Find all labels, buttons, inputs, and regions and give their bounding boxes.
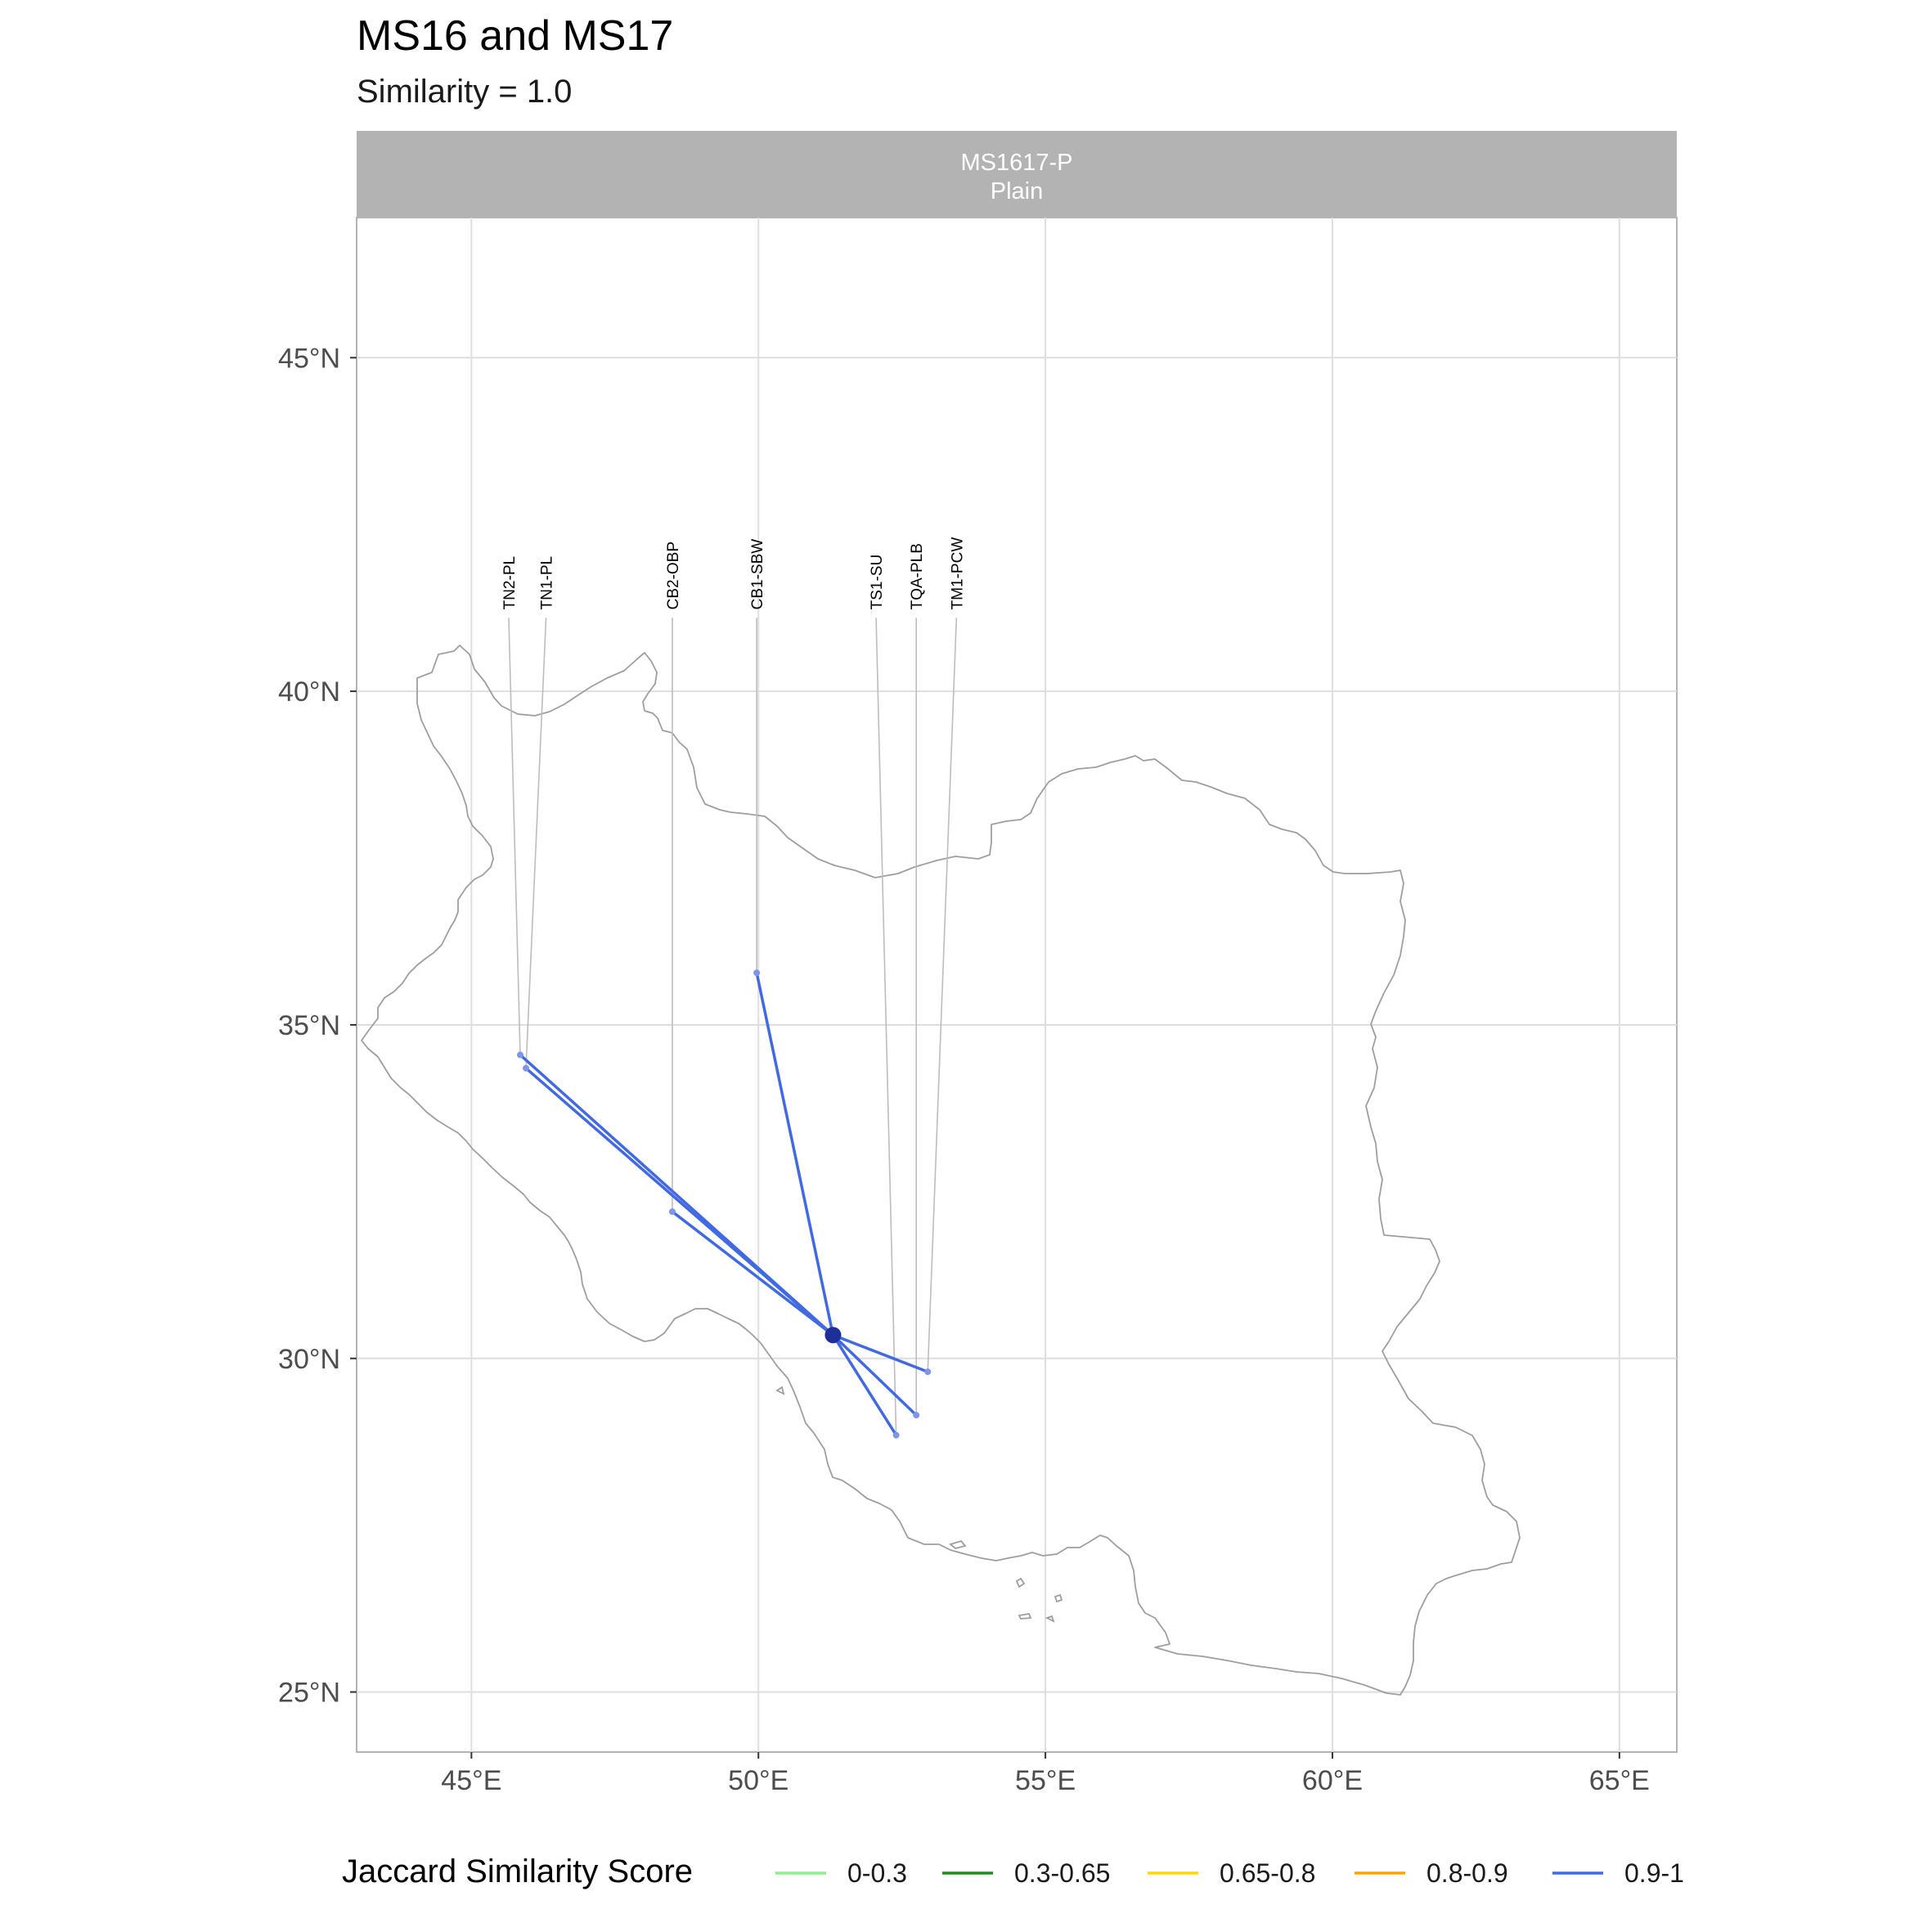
legend-label: 0-0.3 xyxy=(847,1858,907,1888)
site-point xyxy=(523,1064,530,1072)
y-tick-label: 45°N xyxy=(278,343,340,374)
label-leader-lines xyxy=(508,618,958,1436)
legend-label: 0.65-0.8 xyxy=(1220,1858,1315,1888)
site-label: TN2-PL xyxy=(501,556,519,609)
connection-line xyxy=(755,971,835,1337)
iran-border-outline xyxy=(361,645,1521,1696)
connection-line xyxy=(671,1210,835,1337)
site-point xyxy=(924,1368,932,1376)
connection-line xyxy=(831,1333,929,1373)
site-point xyxy=(892,1431,900,1439)
facet-label-line1: MS1617-P xyxy=(960,150,1072,176)
facet-label-line2: Plain xyxy=(991,178,1044,204)
site-label: TQA-PLB xyxy=(909,543,926,609)
site-label: CB1-SBW xyxy=(749,539,766,610)
similarity-connections xyxy=(519,971,929,1437)
y-tick-label: 35°N xyxy=(278,1010,340,1041)
site-point xyxy=(913,1412,920,1419)
site-label: TS1-SU xyxy=(869,555,886,610)
hub-point xyxy=(824,1327,842,1344)
x-tick-label: 65°E xyxy=(1589,1765,1650,1796)
facet-strip xyxy=(357,131,1677,218)
leader-line xyxy=(508,618,521,1055)
site-point xyxy=(516,1051,523,1058)
leader-line xyxy=(525,618,547,1068)
legend-label: 0.8-0.9 xyxy=(1427,1858,1508,1888)
map-panel xyxy=(356,217,1678,1753)
x-tick-label: 50°E xyxy=(728,1765,789,1796)
x-axis-ticks: 45°E 50°E 55°E 60°E 65°E xyxy=(441,1752,1650,1796)
y-axis-ticks: 45°N 40°N 35°N 30°N 25°N xyxy=(278,343,357,1709)
leader-line xyxy=(927,618,958,1373)
map-title: MS16 and MS17 xyxy=(357,12,674,60)
site-point xyxy=(668,1208,676,1215)
site-label: TM1-PCW xyxy=(949,537,966,610)
site-labels: TN2-PL TN1-PL CB2-OBP CB1-SBW TS1-SU TQA-PLB T… xyxy=(501,537,966,610)
site-label: CB2-OBP xyxy=(665,541,682,609)
connection-line xyxy=(831,1333,898,1437)
site-label: TN1-PL xyxy=(539,556,556,609)
x-tick-label: 55°E xyxy=(1015,1765,1076,1796)
map-subtitle: Similarity = 1.0 xyxy=(357,74,573,110)
x-tick-label: 45°E xyxy=(441,1765,501,1796)
y-tick-label: 30°N xyxy=(278,1344,340,1375)
legend-items: 0-0.3 0.3-0.65 0.65-0.8 0.8-0.9 0.9-1 xyxy=(775,1858,1684,1888)
leader-line xyxy=(875,618,897,1436)
legend-label: 0.3-0.65 xyxy=(1014,1858,1110,1888)
gulf-islands xyxy=(775,1386,1063,1623)
x-tick-label: 60°E xyxy=(1302,1765,1363,1796)
y-tick-label: 25°N xyxy=(278,1678,340,1709)
legend-title: Jaccard Similarity Score xyxy=(342,1853,693,1889)
y-tick-label: 40°N xyxy=(278,676,340,708)
legend-label: 0.9-1 xyxy=(1624,1858,1684,1888)
gridlines xyxy=(357,218,1677,1752)
connection-line xyxy=(831,1333,918,1417)
site-point xyxy=(753,969,761,977)
site-points xyxy=(516,969,932,1439)
connection-line xyxy=(524,1067,835,1337)
